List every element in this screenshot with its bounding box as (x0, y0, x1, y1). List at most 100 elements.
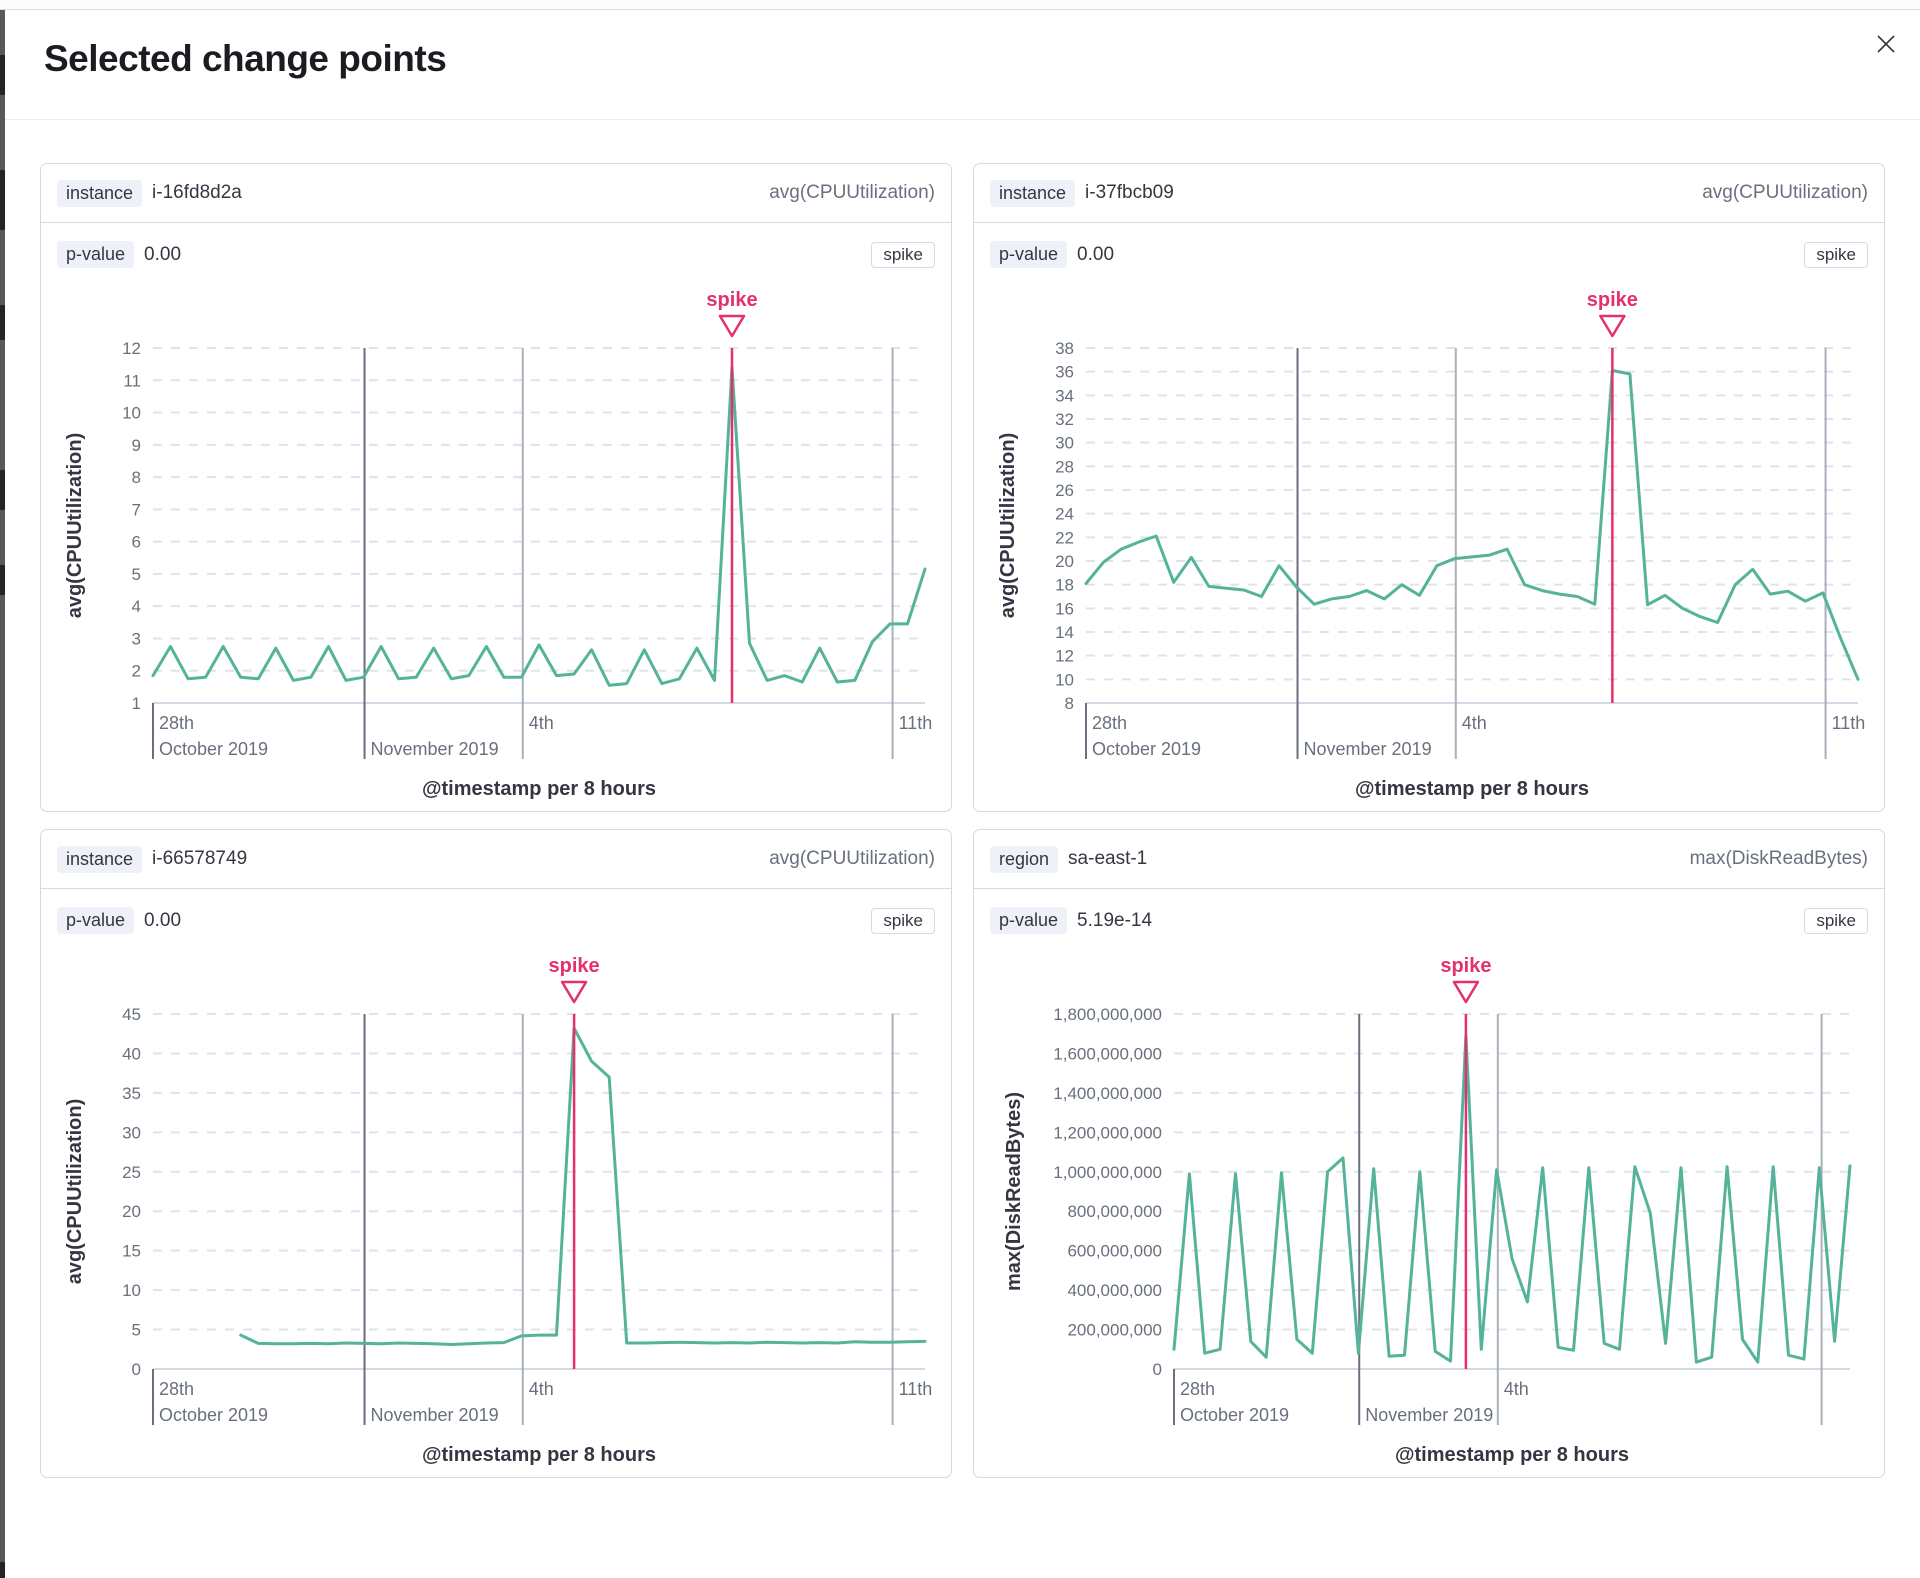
field-badge: instance (57, 179, 143, 207)
svg-text:0: 0 (132, 1360, 141, 1379)
app-sliver-mark (0, 170, 5, 230)
svg-text:10: 10 (1055, 670, 1074, 689)
svg-text:24: 24 (1055, 505, 1074, 524)
svg-text:8: 8 (132, 468, 141, 487)
svg-text:400,000,000: 400,000,000 (1067, 1281, 1162, 1300)
svg-text:@timestamp per 8 hours: @timestamp per 8 hours (422, 1444, 656, 1466)
svg-text:45: 45 (122, 1005, 141, 1024)
field-value: i-37fbcb09 (1085, 182, 1174, 203)
p-value-badge: p-value (990, 907, 1068, 934)
svg-text:1,400,000,000: 1,400,000,000 (1053, 1084, 1162, 1103)
field-badge: region (990, 845, 1059, 873)
svg-text:30: 30 (1055, 434, 1074, 453)
p-value-row: p-value 0.00 spike (41, 889, 951, 952)
svg-text:5: 5 (132, 1321, 141, 1340)
svg-text:26: 26 (1055, 481, 1074, 500)
svg-text:6: 6 (132, 533, 141, 552)
change-point-chart: 0 5 10 15 20 25 30 35 40 45 28th October 2019 Novemb… (64, 955, 933, 1466)
svg-text:max(DiskReadBytes): max(DiskReadBytes) (1003, 1092, 1025, 1291)
modal-top-edge (0, 9, 1920, 10)
change-type-badge: spike (1804, 907, 1868, 934)
svg-text:November 2019: November 2019 (1304, 739, 1432, 759)
svg-text:4th: 4th (1462, 713, 1487, 733)
app-sliver-mark (0, 470, 5, 510)
metric-label: avg(CPUUtilization) (769, 848, 935, 869)
svg-text:22: 22 (1055, 528, 1074, 547)
app-sliver-mark (0, 565, 5, 595)
svg-text:20: 20 (1055, 552, 1074, 571)
change-point-chart: 8 10 12 14 16 18 20 22 24 26 28 30 32 34 36 38 28th Octob… (997, 289, 1865, 800)
svg-text:32: 32 (1055, 410, 1074, 429)
page-top-strip (0, 0, 1920, 9)
svg-text:800,000,000: 800,000,000 (1067, 1202, 1162, 1221)
app-sliver-mark (0, 1562, 5, 1578)
svg-text:8: 8 (1065, 694, 1074, 713)
p-value-badge: p-value (990, 241, 1068, 268)
card-divider (41, 888, 951, 889)
field-value: i-66578749 (152, 848, 248, 869)
change-point-card: instance i-66578749 avg(CPUUtilization) … (40, 829, 952, 1478)
svg-text:600,000,000: 600,000,000 (1067, 1242, 1162, 1261)
svg-text:@timestamp per 8 hours: @timestamp per 8 hours (1395, 1444, 1629, 1466)
app-sliver-mark (0, 305, 5, 340)
change-point-card: instance i-16fd8d2a avg(CPUUtilization) … (40, 163, 952, 812)
card-header: instance i-37fbcb09 avg(CPUUtilization) (974, 164, 1884, 222)
svg-text:7: 7 (132, 500, 141, 519)
svg-text:spike: spike (1587, 289, 1638, 311)
svg-text:1,000,000,000: 1,000,000,000 (1053, 1163, 1162, 1182)
change-point-card: region sa-east-1 max(DiskReadBytes) p-va… (973, 829, 1885, 1478)
app-sliver-mark (0, 55, 5, 95)
svg-text:11th: 11th (899, 1379, 933, 1399)
modal-header: Selected change points (5, 10, 1920, 120)
card-header: instance i-66578749 avg(CPUUtilization) (41, 830, 951, 888)
metric-label: max(DiskReadBytes) (1689, 848, 1868, 869)
svg-text:spike: spike (706, 289, 757, 311)
field-badge: instance (990, 179, 1076, 207)
card-divider (974, 222, 1884, 223)
svg-text:12: 12 (122, 339, 141, 358)
underlying-app-edge (0, 10, 5, 1578)
svg-text:4th: 4th (529, 713, 554, 733)
change-type-badge: spike (871, 907, 935, 934)
svg-text:October 2019: October 2019 (159, 1405, 268, 1425)
p-value-text: 0.00 (144, 909, 182, 931)
svg-text:2: 2 (132, 662, 141, 681)
svg-text:11th: 11th (899, 713, 933, 733)
field-value: i-16fd8d2a (152, 182, 242, 203)
change-type-badge: spike (1804, 241, 1868, 268)
svg-text:4th: 4th (1504, 1379, 1529, 1399)
svg-text:spike: spike (549, 955, 600, 977)
svg-text:25: 25 (122, 1163, 141, 1182)
svg-text:1,600,000,000: 1,600,000,000 (1053, 1044, 1162, 1063)
card-divider (974, 888, 1884, 889)
svg-text:11: 11 (123, 371, 141, 390)
svg-text:18: 18 (1055, 576, 1074, 595)
svg-text:200,000,000: 200,000,000 (1067, 1321, 1162, 1340)
p-value-text: 0.00 (144, 243, 182, 265)
svg-text:35: 35 (122, 1084, 141, 1103)
svg-text:avg(CPUUtilization): avg(CPUUtilization) (64, 1099, 86, 1285)
close-button[interactable] (1868, 26, 1904, 62)
svg-text:1,200,000,000: 1,200,000,000 (1053, 1123, 1162, 1142)
svg-text:4th: 4th (529, 1379, 554, 1399)
change-point-card: instance i-37fbcb09 avg(CPUUtilization) … (973, 163, 1885, 812)
svg-text:November 2019: November 2019 (371, 739, 499, 759)
field-badge: instance (57, 845, 143, 873)
svg-text:November 2019: November 2019 (1365, 1405, 1493, 1425)
close-icon (1877, 35, 1895, 53)
svg-text:3: 3 (132, 629, 141, 648)
svg-text:15: 15 (122, 1242, 141, 1261)
svg-text:4: 4 (132, 597, 141, 616)
svg-text:avg(CPUUtilization): avg(CPUUtilization) (997, 433, 1019, 619)
svg-text:October 2019: October 2019 (1092, 739, 1201, 759)
svg-text:40: 40 (122, 1044, 141, 1063)
change-type-badge: spike (871, 241, 935, 268)
p-value-text: 5.19e-14 (1077, 909, 1153, 931)
svg-text:28th: 28th (159, 713, 194, 733)
card-header: instance i-16fd8d2a avg(CPUUtilization) (41, 164, 951, 222)
p-value-row: p-value 0.00 spike (974, 223, 1884, 286)
p-value-badge: p-value (57, 241, 135, 268)
svg-text:avg(CPUUtilization): avg(CPUUtilization) (64, 433, 86, 619)
svg-text:12: 12 (1055, 647, 1074, 666)
